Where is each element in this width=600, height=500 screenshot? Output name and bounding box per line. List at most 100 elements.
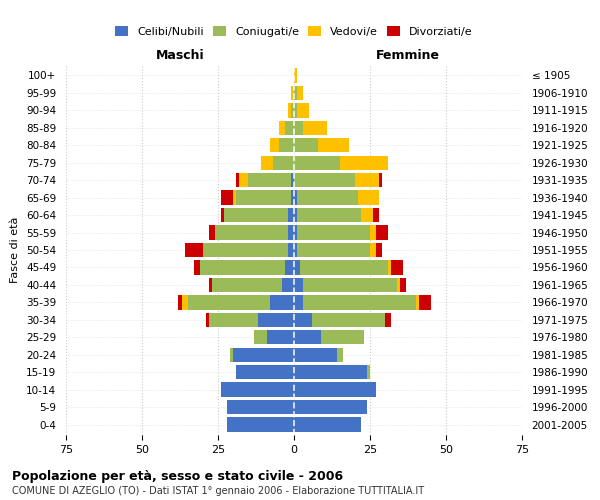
- Bar: [294, 365, 367, 380]
- Bar: [209, 278, 212, 292]
- Bar: [297, 86, 303, 100]
- Bar: [224, 208, 288, 222]
- Legend: Celibi/Nubili, Coniugati/e, Vedovi/e, Divorziati/e: Celibi/Nubili, Coniugati/e, Vedovi/e, Di…: [112, 22, 476, 40]
- Bar: [269, 138, 279, 152]
- Bar: [294, 382, 376, 397]
- Y-axis label: Anni di nascita: Anni di nascita: [597, 209, 600, 291]
- Bar: [221, 190, 233, 205]
- Bar: [282, 278, 294, 292]
- Bar: [303, 120, 328, 135]
- Bar: [294, 330, 322, 344]
- Bar: [285, 120, 294, 135]
- Bar: [294, 173, 355, 188]
- Bar: [397, 278, 400, 292]
- Bar: [233, 190, 236, 205]
- Bar: [303, 278, 397, 292]
- Bar: [285, 260, 294, 274]
- Bar: [297, 103, 309, 118]
- Bar: [236, 173, 239, 188]
- Bar: [300, 260, 388, 274]
- Bar: [294, 418, 361, 432]
- Bar: [273, 156, 294, 170]
- Bar: [294, 348, 337, 362]
- Bar: [297, 208, 361, 222]
- Bar: [294, 226, 297, 239]
- Bar: [294, 278, 303, 292]
- Bar: [294, 190, 297, 205]
- Bar: [248, 173, 291, 188]
- Bar: [236, 190, 291, 205]
- Bar: [279, 138, 294, 152]
- Bar: [294, 312, 312, 327]
- Text: Maschi: Maschi: [155, 50, 205, 62]
- Bar: [391, 260, 403, 274]
- Bar: [209, 226, 215, 239]
- Bar: [178, 295, 182, 310]
- Y-axis label: Fasce di età: Fasce di età: [10, 217, 20, 283]
- Bar: [294, 400, 367, 414]
- Bar: [236, 365, 294, 380]
- Bar: [297, 226, 370, 239]
- Bar: [182, 295, 188, 310]
- Bar: [337, 348, 343, 362]
- Bar: [260, 156, 273, 170]
- Bar: [322, 330, 364, 344]
- Bar: [294, 243, 297, 257]
- Bar: [291, 86, 294, 100]
- Bar: [294, 68, 297, 82]
- Bar: [376, 243, 382, 257]
- Bar: [367, 365, 370, 380]
- Bar: [279, 120, 285, 135]
- Bar: [291, 173, 294, 188]
- Bar: [188, 295, 269, 310]
- Bar: [254, 330, 266, 344]
- Bar: [206, 312, 209, 327]
- Bar: [361, 208, 373, 222]
- Bar: [294, 156, 340, 170]
- Bar: [388, 260, 391, 274]
- Bar: [227, 418, 294, 432]
- Bar: [303, 295, 416, 310]
- Bar: [294, 138, 319, 152]
- Bar: [291, 103, 294, 118]
- Bar: [370, 243, 376, 257]
- Bar: [294, 86, 297, 100]
- Bar: [340, 156, 388, 170]
- Bar: [385, 312, 391, 327]
- Bar: [212, 278, 282, 292]
- Bar: [209, 312, 257, 327]
- Bar: [230, 348, 233, 362]
- Bar: [355, 173, 379, 188]
- Bar: [288, 226, 294, 239]
- Text: COMUNE DI AZEGLIO (TO) - Dati ISTAT 1° gennaio 2006 - Elaborazione TUTTITALIA.IT: COMUNE DI AZEGLIO (TO) - Dati ISTAT 1° g…: [12, 486, 424, 496]
- Bar: [297, 243, 370, 257]
- Bar: [266, 330, 294, 344]
- Bar: [294, 260, 300, 274]
- Bar: [200, 260, 285, 274]
- Bar: [215, 226, 288, 239]
- Bar: [297, 190, 358, 205]
- Bar: [257, 312, 294, 327]
- Bar: [379, 173, 382, 188]
- Bar: [294, 208, 297, 222]
- Text: Femmine: Femmine: [376, 50, 440, 62]
- Bar: [269, 295, 294, 310]
- Bar: [221, 382, 294, 397]
- Bar: [400, 278, 406, 292]
- Bar: [294, 295, 303, 310]
- Bar: [239, 173, 248, 188]
- Text: Popolazione per età, sesso e stato civile - 2006: Popolazione per età, sesso e stato civil…: [12, 470, 343, 483]
- Bar: [294, 120, 303, 135]
- Bar: [288, 208, 294, 222]
- Bar: [194, 260, 200, 274]
- Bar: [185, 243, 203, 257]
- Bar: [358, 190, 379, 205]
- Bar: [373, 208, 379, 222]
- Bar: [221, 208, 224, 222]
- Bar: [203, 243, 288, 257]
- Bar: [233, 348, 294, 362]
- Bar: [227, 400, 294, 414]
- Bar: [370, 226, 376, 239]
- Bar: [376, 226, 388, 239]
- Bar: [419, 295, 431, 310]
